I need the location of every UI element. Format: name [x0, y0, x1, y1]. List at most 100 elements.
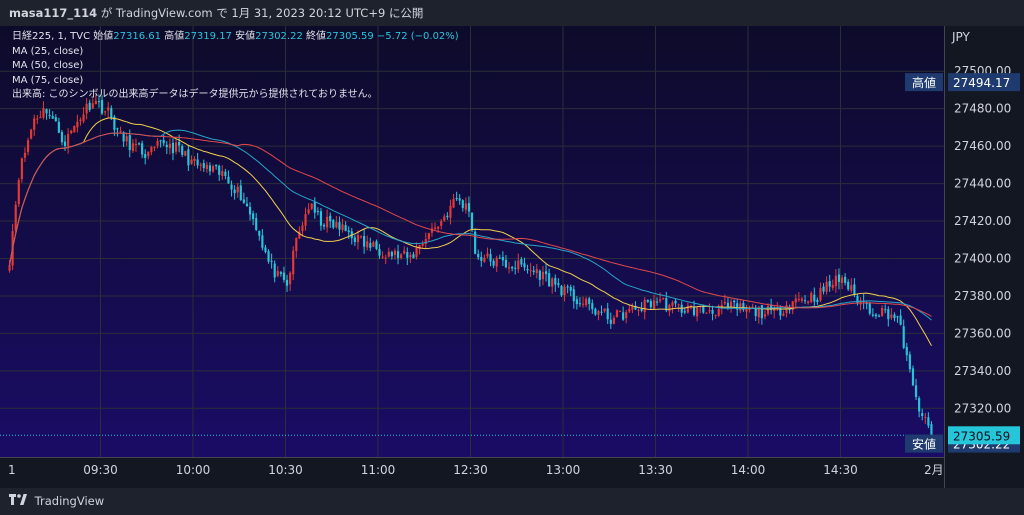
candle-body	[45, 109, 48, 114]
high-label: 高値	[912, 75, 936, 90]
candle-body	[128, 135, 131, 151]
candle-body	[837, 274, 841, 283]
candle-body	[834, 275, 837, 287]
candle-body	[643, 299, 646, 313]
candle-body	[498, 257, 501, 259]
footer-brand[interactable]: TradingView	[34, 494, 105, 508]
legend-ma50[interactable]: MA (50, close)	[12, 60, 84, 71]
candle-body	[640, 308, 643, 311]
candle	[211, 164, 215, 173]
candle	[575, 295, 578, 310]
candle	[538, 269, 541, 287]
candle-body	[609, 319, 612, 324]
candle-body	[760, 305, 763, 319]
candle	[733, 299, 736, 309]
candle	[622, 306, 625, 321]
username[interactable]: masa117_114	[9, 6, 98, 20]
candle	[396, 244, 400, 265]
legend-ma75[interactable]: MA (75, close)	[12, 74, 84, 86]
candle-body	[868, 303, 871, 314]
candle-body	[295, 237, 298, 251]
candle-body	[649, 301, 652, 308]
candle	[498, 254, 501, 259]
candle-body	[467, 203, 471, 212]
candle	[794, 294, 797, 309]
candle-body	[276, 270, 279, 276]
candle-body	[797, 299, 800, 301]
candle-body	[144, 153, 147, 158]
candle	[782, 310, 785, 317]
candle-body	[178, 141, 181, 146]
candle	[356, 230, 360, 250]
candle-body	[162, 140, 165, 144]
candle	[520, 256, 523, 268]
candle-body	[711, 309, 714, 314]
candle-body	[270, 260, 273, 262]
time-tick-label: 1	[8, 463, 16, 477]
candle-body	[8, 265, 11, 271]
candle-body	[683, 311, 686, 313]
candle	[840, 274, 844, 290]
candle-body	[890, 314, 893, 318]
candle	[168, 138, 171, 155]
candle-body	[751, 306, 754, 308]
candle	[924, 413, 927, 424]
high-marker: 高値 27494.17	[905, 73, 1020, 92]
candle	[603, 308, 606, 313]
candle	[150, 145, 153, 156]
candle	[153, 146, 156, 152]
candle-body	[671, 302, 674, 306]
candle-body	[668, 304, 671, 312]
candle-body	[190, 159, 193, 164]
candle	[366, 235, 369, 251]
candle-body	[844, 276, 847, 283]
candle	[273, 260, 276, 283]
candle	[816, 297, 819, 305]
candle-body	[30, 129, 33, 139]
legend-ma25[interactable]: MA (25, close)	[12, 45, 84, 57]
candle-body	[677, 304, 680, 306]
candle	[36, 115, 39, 124]
footer-bar: TradingView	[0, 488, 1024, 515]
candle	[443, 213, 446, 222]
candle-body	[400, 254, 403, 258]
candle-body	[258, 230, 261, 236]
candle	[914, 378, 918, 400]
candle	[486, 247, 489, 259]
candle-body	[603, 308, 606, 312]
candle	[332, 218, 335, 230]
legend-open-value: 27316.61	[113, 31, 162, 42]
price-chart[interactable]: 27320.00 27340.00 27360.00 27380.00 27400.00…	[0, 26, 1024, 488]
candle	[474, 228, 477, 255]
candle-body	[551, 278, 554, 287]
candle	[85, 98, 88, 120]
tradingview-logo-icon[interactable]	[9, 488, 27, 515]
candle-body	[899, 315, 902, 325]
candle-body	[572, 289, 575, 302]
candle-body	[535, 269, 538, 274]
candle-body	[221, 170, 224, 176]
candle	[655, 297, 659, 306]
candle-body	[174, 142, 178, 152]
candle-body	[227, 176, 230, 184]
candle	[452, 193, 455, 209]
candle-body	[563, 286, 566, 296]
candle-body	[279, 272, 282, 274]
candle	[572, 285, 575, 309]
candle	[859, 297, 862, 311]
candle-body	[853, 284, 856, 295]
candle	[628, 304, 631, 314]
candle	[137, 142, 141, 146]
candle-body	[523, 263, 526, 268]
candle-body	[615, 310, 619, 317]
candle-body	[381, 256, 384, 258]
candle	[884, 304, 887, 314]
candle	[326, 209, 329, 233]
candle-body	[831, 284, 834, 288]
candle	[529, 263, 532, 277]
candle-body	[461, 200, 464, 208]
candle	[526, 264, 529, 274]
candle-body	[850, 285, 853, 291]
candle-body	[714, 314, 717, 316]
legend-low-label: 安値	[235, 31, 256, 42]
